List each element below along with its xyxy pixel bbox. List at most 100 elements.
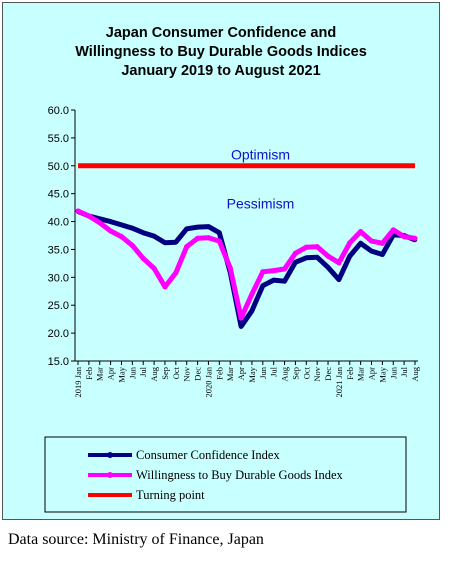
data-point (162, 240, 168, 245)
data-point (184, 226, 189, 232)
data-point (271, 277, 276, 283)
data-point (401, 234, 407, 240)
data-point (303, 244, 309, 250)
data-point (173, 270, 179, 276)
pessimism-label: Pessimism (227, 196, 295, 212)
x-tick-label: Dec (323, 367, 333, 381)
x-tick-label: Dec (193, 367, 203, 381)
legend: Consumer Confidence Index Willingness to … (44, 436, 407, 513)
x-tick-label: Feb (214, 367, 224, 380)
x-tick-label: Jul (269, 366, 279, 377)
x-tick-label: Feb (345, 367, 355, 380)
x-tick-label: Feb (84, 367, 94, 380)
data-point (162, 284, 168, 290)
x-tick-label: Oct (301, 366, 311, 379)
data-point (379, 240, 385, 246)
data-point (412, 235, 418, 241)
data-point (216, 238, 222, 244)
data-point (217, 230, 222, 235)
y-tick-label: 50.0 (48, 161, 69, 173)
x-tick-label: Aug (280, 366, 290, 381)
x-tick-label: Nov (312, 366, 322, 381)
data-point (151, 265, 157, 272)
data-point (249, 291, 255, 297)
data-point (108, 228, 114, 234)
y-tick-label: 55.0 (48, 133, 69, 145)
legend-label: Willingness to Buy Durable Goods Index (136, 468, 344, 482)
data-point (336, 277, 342, 282)
data-point (118, 234, 125, 240)
series-0 (75, 209, 418, 329)
data-point (260, 283, 266, 288)
data-point (227, 265, 233, 271)
data-point (368, 238, 375, 244)
y-tick-label: 40.0 (48, 217, 69, 229)
data-point (141, 230, 146, 235)
x-tick-label: Nov (182, 366, 192, 381)
data-point (184, 244, 190, 250)
data-point (390, 227, 396, 233)
legend-marker (107, 472, 113, 478)
y-tick-label: 30.0 (48, 272, 69, 284)
x-tick-label: Mar (225, 367, 235, 381)
data-point (282, 279, 287, 284)
x-tick-label: Oct (171, 366, 181, 379)
x-tick-label: Aug (149, 366, 159, 381)
x-tick-label: 2020 Jan (203, 366, 213, 397)
x-tick-label: Aug (410, 366, 420, 381)
x-tick-label: Jun (127, 366, 137, 379)
x-tick-label: Mar (356, 367, 366, 381)
series-1 (75, 208, 418, 321)
x-tick-label: Apr (106, 367, 116, 380)
data-point (75, 208, 81, 214)
data-point (238, 324, 244, 329)
x-tick-label: 2021 Jan (334, 366, 344, 397)
chart-title: Japan Consumer Confidence and Willingnes… (75, 25, 367, 79)
x-tick-label: May (247, 366, 257, 382)
data-point (195, 224, 200, 230)
data-point (336, 260, 342, 266)
optimism-label: Optimism (231, 147, 290, 163)
y-tick-label: 15.0 (48, 356, 69, 368)
x-tick-label: 2019 Jan (73, 366, 83, 397)
data-point (347, 240, 353, 246)
data-point (108, 219, 113, 224)
x-tick-label: Jul (138, 366, 148, 377)
data-point (325, 253, 331, 259)
x-tick-label: Jun (258, 366, 268, 379)
x-tick-label: Sep (160, 367, 170, 380)
y-tick-label: 20.0 (48, 328, 69, 340)
x-tick-label: May (377, 366, 387, 382)
data-point (380, 252, 385, 257)
data-point (119, 222, 124, 228)
y-tick-label: 25.0 (48, 300, 69, 312)
legend-label: Consumer Confidence Index (136, 448, 280, 462)
x-tick-label: May (116, 366, 126, 382)
data-point (314, 244, 320, 250)
data-point (369, 248, 374, 254)
data-point (205, 235, 212, 241)
y-tick-label: 45.0 (48, 189, 69, 201)
data-point (194, 235, 201, 241)
y-tick-label: 60.0 (48, 105, 69, 117)
data-point (293, 260, 298, 265)
data-point (97, 220, 103, 226)
data-point (292, 250, 299, 256)
x-tick-label: Apr (236, 367, 246, 380)
data-point (130, 226, 135, 231)
data-point (238, 315, 244, 321)
data-point (325, 265, 331, 270)
x-tick-label: Jul (399, 366, 409, 377)
legend-label: Turning point (136, 488, 205, 502)
data-point (347, 253, 352, 259)
data-point (358, 241, 363, 246)
data-source-note: Data source: Ministry of Finance, Japan (8, 531, 264, 548)
data-point (86, 213, 92, 219)
x-tick-label: Sep (290, 367, 300, 380)
data-point (271, 268, 277, 274)
data-point (281, 266, 288, 272)
data-point (140, 255, 146, 261)
x-tick-label: Apr (367, 367, 377, 380)
legend-marker (107, 452, 113, 458)
